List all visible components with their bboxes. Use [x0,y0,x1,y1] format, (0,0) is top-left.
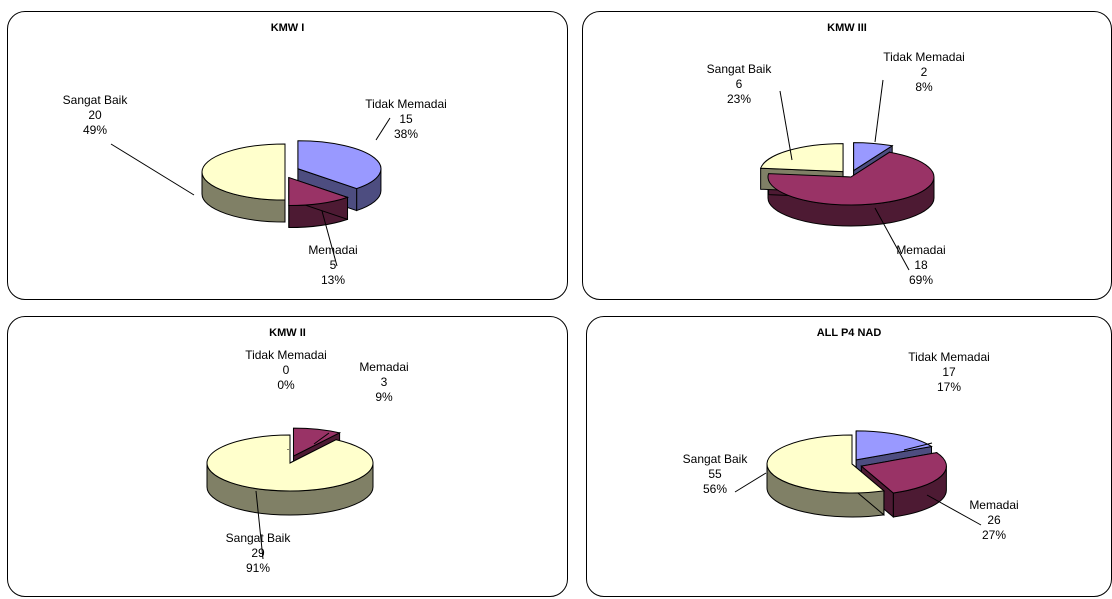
chart-title: KMW II [269,327,306,339]
data-label-value-tidak-memadai: 0 [283,363,290,377]
pie-tops [201,140,382,207]
chart-panel-all-p4-nad: ALL P4 NAD Tidak Memadai 17 17% Memadai 26 27… [586,316,1112,597]
leader-line-tidak-memadai [375,117,391,141]
pie-tops [766,430,947,494]
data-label-percent-sangat-baik: 56% [703,482,727,496]
leader-line-memadai [926,494,982,526]
data-label-value-memadai: 26 [987,513,1001,527]
data-label-percent-memadai: 27% [982,528,1006,542]
data-label-category-memadai: Memadai [896,243,945,257]
data-label-category-memadai: Memadai [969,498,1018,512]
data-label-category-tidak-memadai: Tidak Memadai [908,350,990,364]
data-label-category-sangat-baik: Sangat Baik [226,531,292,545]
data-label-value-tidak-memadai: 15 [399,112,413,126]
data-label-value-sangat-baik: 20 [88,108,102,122]
leader-line-memadai [313,432,330,445]
pie-tops [759,142,935,206]
data-label-category-tidak-memadai: Tidak Memadai [365,97,447,111]
data-label-percent-memadai: 69% [909,273,933,287]
chart-title: KMW I [270,22,305,34]
data-label-category-sangat-baik: Sangat Baik [63,93,129,107]
leader-line-memadai [321,210,338,267]
pie-slice-memadai [860,452,947,494]
pie-slice-tidak-memadai [855,430,933,461]
pie-slice-tidak-memadai [853,142,894,172]
data-label-value-memadai: 5 [330,258,337,272]
data-label-category-memadai: Memadai [308,243,357,257]
data-label-category-sangat-baik: Sangat Baik [683,452,749,466]
chart-panel-kmw-2: KMW II Tidak Memadai 0 0% Memadai 3 9% Sangat … [7,316,568,597]
leader-line-sangat-baik [110,143,195,196]
leader-line-tidak-memadai [874,79,884,143]
data-label-category-memadai: Memadai [359,360,408,374]
pie-slice-sangat-baik [759,143,844,173]
data-label-percent-tidak-memadai: 17% [937,380,961,394]
leader-line-sangat-baik [734,472,767,493]
pie-slice-memadai [288,176,350,207]
pie-slice-sangat-baik [206,434,374,492]
pie-slice-sangat-baik [766,434,886,494]
pie-tops [206,427,374,492]
data-label-percent-sangat-baik: 23% [727,92,751,106]
data-label-category-tidak-memadai: Tidak Memadai [245,348,327,362]
pie-slice-sangat-baik [201,143,286,201]
data-label-category-tidak-memadai: Tidak Memadai [883,50,965,64]
leader-line-sangat-baik [779,90,793,161]
data-label-percent-memadai: 13% [321,273,345,287]
chart-panel-kmw-3: KMW III Tidak Memadai 2 8% Memadai 18 69% Sang… [582,11,1112,300]
data-label-percent-tidak-memadai: 8% [915,80,933,94]
data-label-value-memadai: 18 [914,258,928,272]
data-label-percent-sangat-baik: 49% [83,123,107,137]
chart-title: KMW III [827,22,867,34]
pie-slice-memadai [767,151,935,206]
data-label-percent-tidak-memadai: 0% [277,378,295,392]
data-label-percent-memadai: 9% [375,390,393,404]
data-label-percent-tidak-memadai: 38% [394,127,418,141]
pie-slice-tidak-memadai [297,140,382,190]
data-label-percent-sangat-baik: 91% [246,561,270,575]
data-label-value-memadai: 3 [381,375,388,389]
chart-panel-kmw-1: KMW I Tidak Memadai 15 38% Memadai 5 13% Sanga… [7,11,568,300]
data-label-value-sangat-baik: 6 [736,77,743,91]
chart-title: ALL P4 NAD [816,327,882,339]
data-label-value-sangat-baik: 29 [251,546,265,560]
leader-line-tidak-memadai [903,442,933,451]
leader-line-sangat-baik [255,490,264,560]
data-label-value-tidak-memadai: 2 [921,65,928,79]
leader-line-memadai [874,207,910,271]
data-label-value-tidak-memadai: 17 [942,365,956,379]
data-label-category-sangat-baik: Sangat Baik [707,62,773,76]
data-label-value-sangat-baik: 55 [708,467,722,481]
